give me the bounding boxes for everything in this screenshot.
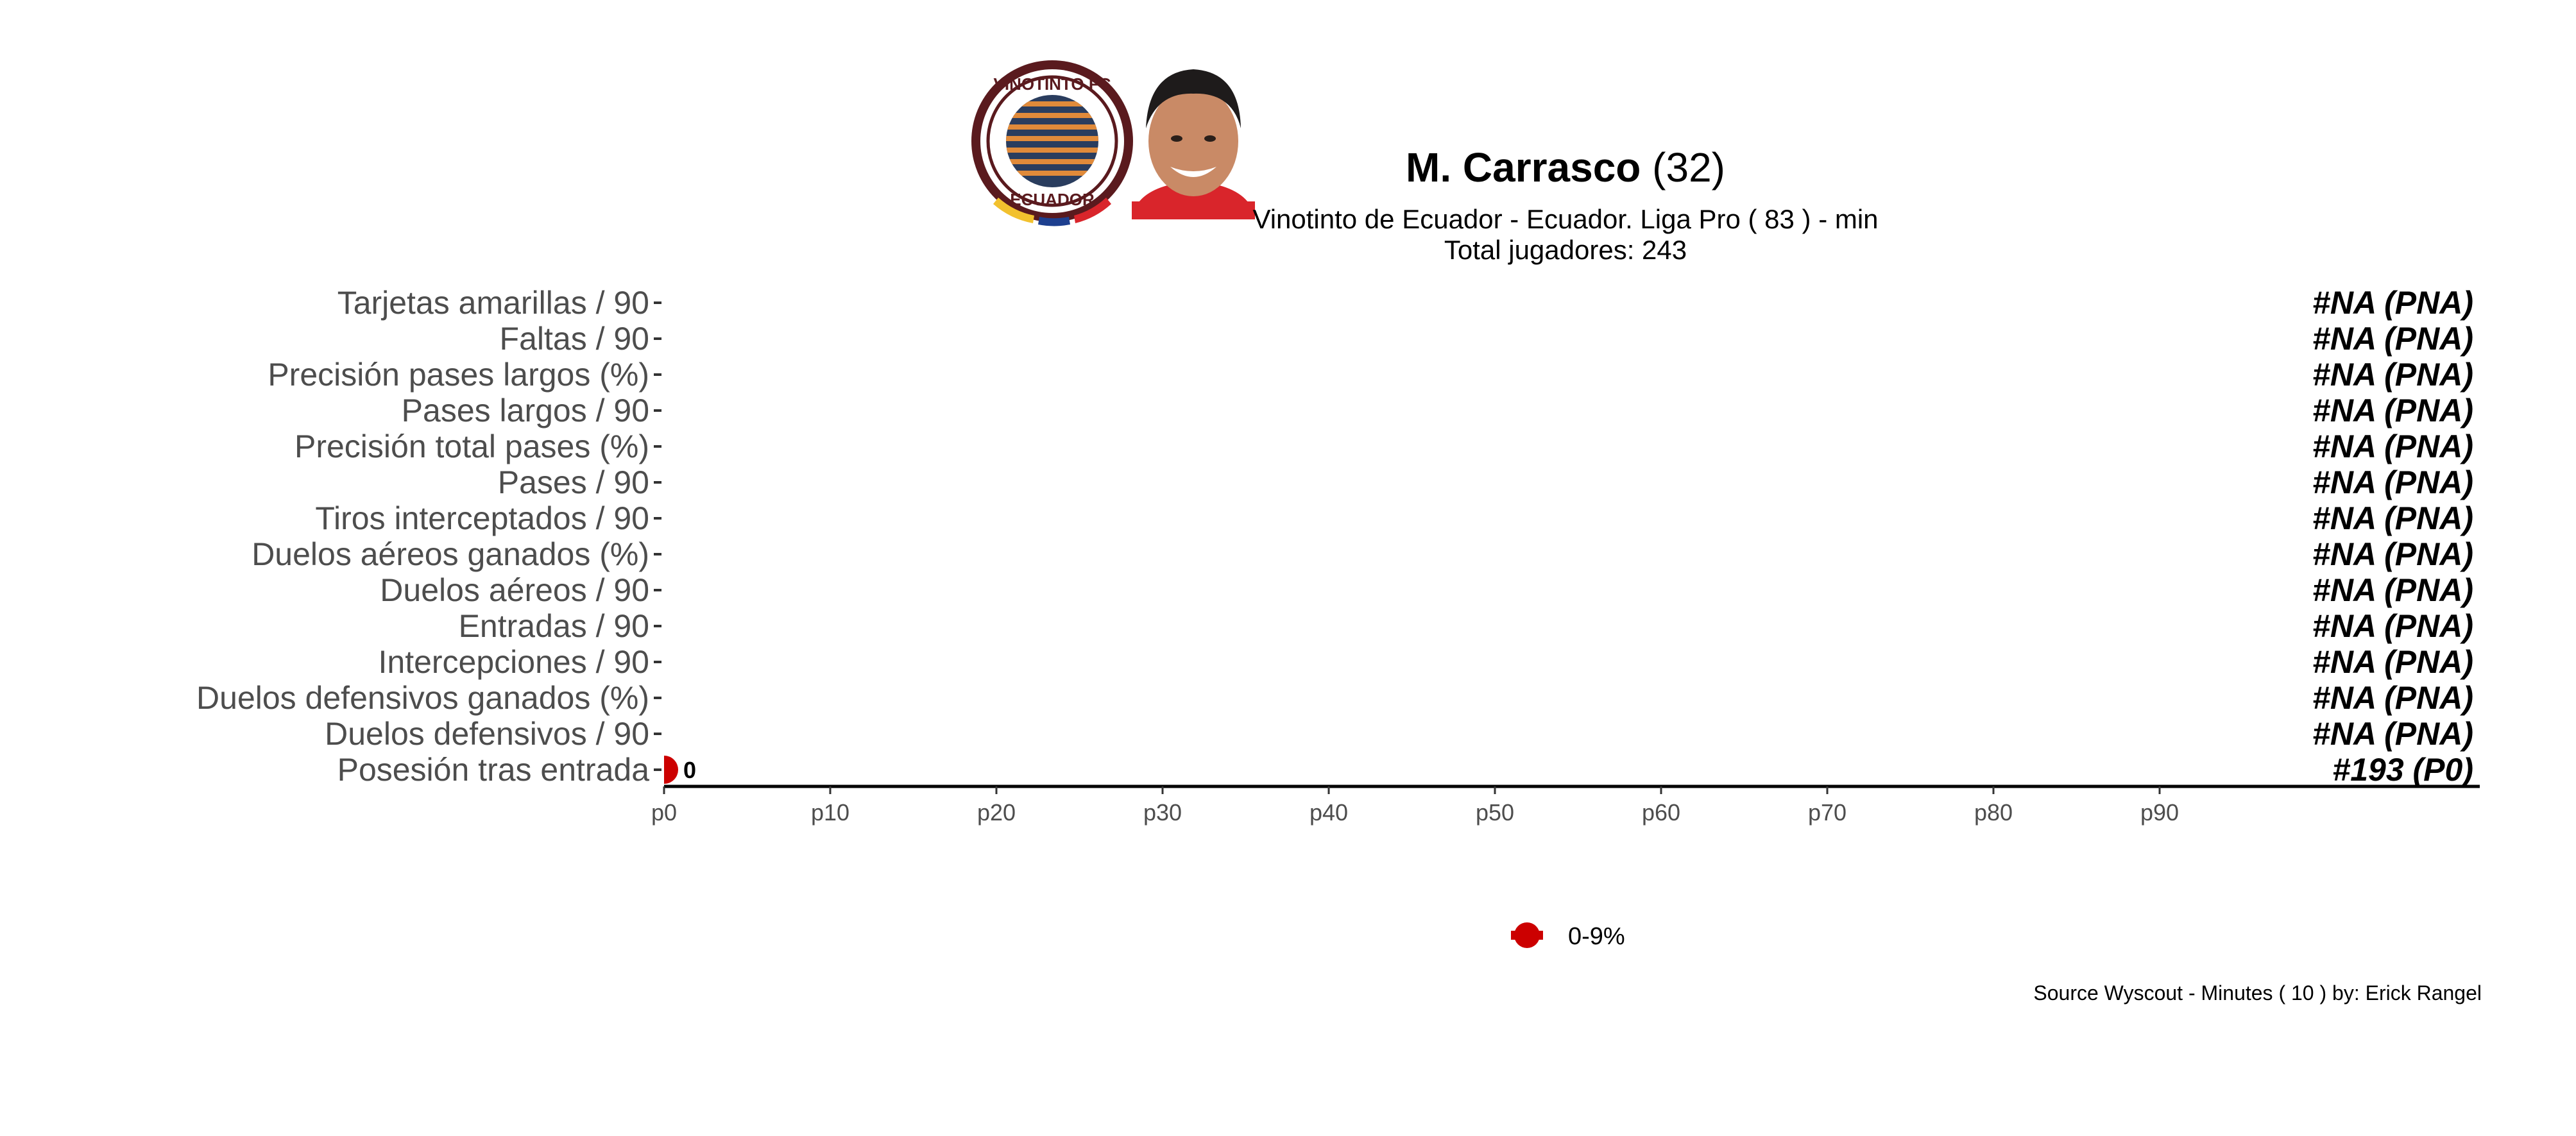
- player-age: (32): [1652, 144, 1725, 191]
- legend-label: 0-9%: [1568, 923, 1625, 950]
- category-label: Duelos defensivos ganados (%): [196, 680, 649, 716]
- chart-subtitle: Vinotinto de Ecuador - Ecuador. Liga Pro…: [1252, 204, 1878, 234]
- category-label: Posesión tras entrada: [337, 752, 650, 788]
- club-badge-logo: VINOTINTO FC ECUADOR: [971, 60, 1133, 226]
- source-caption: Source Wyscout - Minutes ( 10 ) by: Eric…: [2033, 981, 2482, 1005]
- rank-label: #193 (P0): [2332, 752, 2473, 788]
- x-tick-label: p90: [2140, 799, 2179, 826]
- percentile-point: [664, 756, 678, 784]
- category-label: Duelos aéreos ganados (%): [252, 536, 649, 572]
- rank-label: #NA (PNA): [2312, 680, 2473, 716]
- x-tick-label: p60: [1642, 799, 1680, 826]
- percentile-value-label: 0: [683, 757, 696, 783]
- x-tick-label: p0: [651, 799, 677, 826]
- x-tick-label: p80: [1974, 799, 2013, 826]
- rank-label: #NA (PNA): [2312, 357, 2473, 393]
- rank-label: #NA (PNA): [2312, 644, 2473, 680]
- x-tick-label: p40: [1309, 799, 1348, 826]
- total-players-label: Total jugadores: 243: [1444, 235, 1687, 265]
- category-label: Intercepciones / 90: [379, 644, 650, 680]
- badge-text-top: VINOTINTO FC: [994, 74, 1111, 94]
- legend: 0-9%: [1511, 922, 1625, 950]
- rank-label: #NA (PNA): [2312, 464, 2473, 500]
- category-label: Duelos defensivos / 90: [325, 716, 649, 752]
- rank-label: #NA (PNA): [2312, 393, 2473, 428]
- player-portrait-icon: [1132, 69, 1255, 219]
- category-label: Pases / 90: [498, 464, 649, 500]
- rank-label: #NA (PNA): [2312, 572, 2473, 608]
- legend-point-icon: [1514, 922, 1540, 948]
- badge-text-bottom: ECUADOR: [1010, 190, 1095, 209]
- rank-label: #NA (PNA): [2312, 500, 2473, 536]
- x-tick-label: p70: [1808, 799, 1847, 826]
- x-tick-label: p20: [977, 799, 1016, 826]
- x-tick-label: p50: [1476, 799, 1514, 826]
- rank-label: #NA (PNA): [2312, 608, 2473, 644]
- category-label: Precisión pases largos (%): [268, 357, 649, 393]
- rank-label: #NA (PNA): [2312, 536, 2473, 572]
- category-label: Faltas / 90: [500, 321, 649, 357]
- category-label: Precisión total pases (%): [294, 428, 649, 464]
- plot-area: Tarjetas amarillas / 90 #NA (PNA) Faltas /…: [196, 285, 2480, 826]
- category-label: Entradas / 90: [459, 608, 649, 644]
- player-title: M. Carrasco (32): [1406, 144, 1725, 191]
- x-tick-label: p10: [811, 799, 849, 826]
- rank-label: #NA (PNA): [2312, 716, 2473, 752]
- category-label: Tiros interceptados / 90: [315, 500, 649, 536]
- x-tick-label: p30: [1143, 799, 1182, 826]
- category-label: Tarjetas amarillas / 90: [337, 285, 649, 321]
- category-label: Duelos aéreos / 90: [380, 572, 649, 608]
- rank-label: #NA (PNA): [2312, 321, 2473, 357]
- player-name: M. Carrasco: [1406, 144, 1641, 191]
- rank-label: #NA (PNA): [2312, 428, 2473, 464]
- rank-label: #NA (PNA): [2312, 285, 2473, 321]
- category-label: Pases largos / 90: [402, 393, 649, 428]
